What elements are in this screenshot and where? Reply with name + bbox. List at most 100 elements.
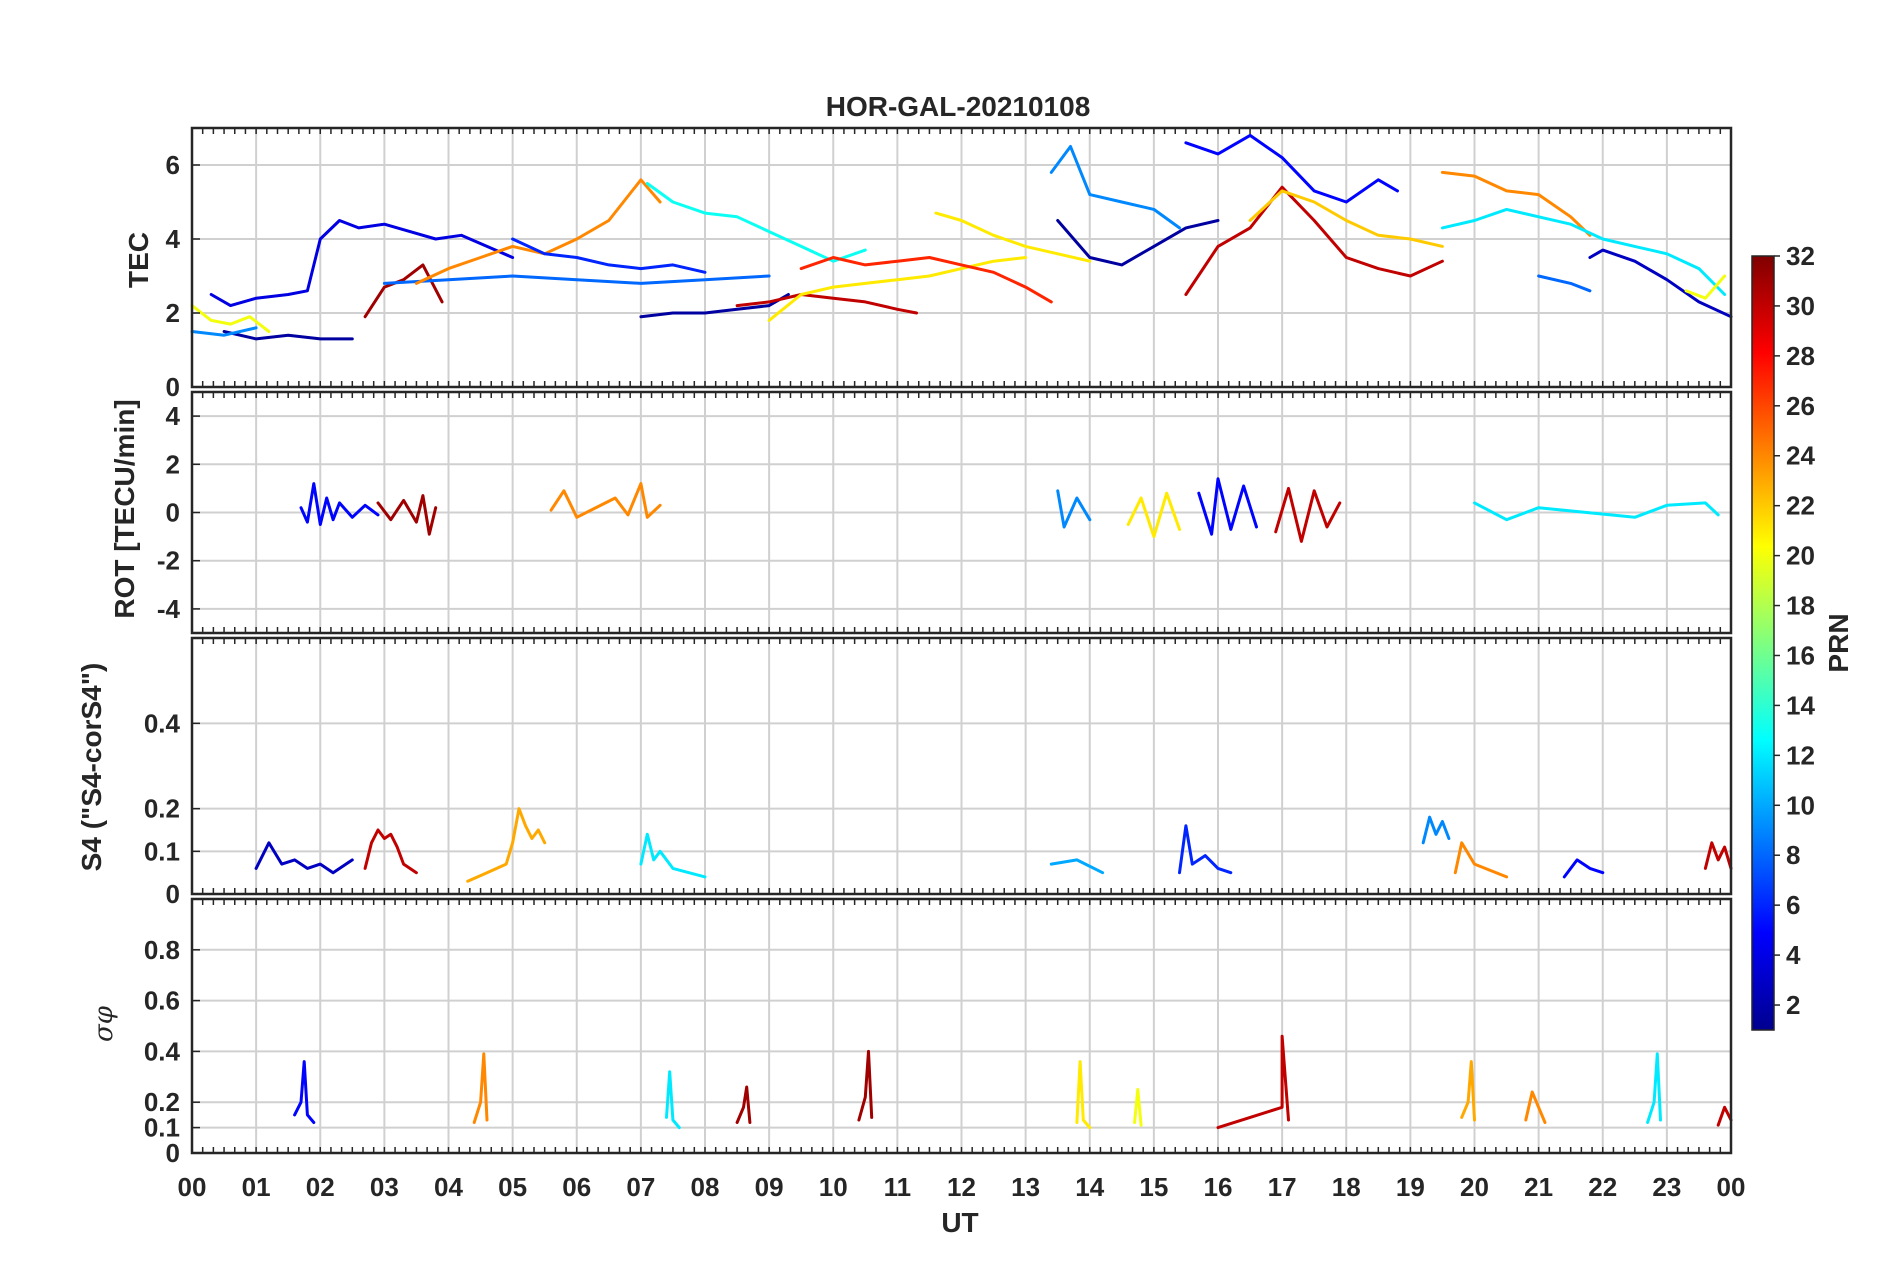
x-tick-label: 21 (1524, 1172, 1553, 1202)
colorbar (1751, 255, 1775, 1031)
sigma-series-prn-30 (1216, 1034, 1290, 1130)
s4-panel: 0 0.1 0.2 0.4 (144, 636, 1733, 909)
colorbar-tick-label: 4 (1786, 940, 1801, 970)
s4-series-prn-23 (466, 807, 547, 883)
tec-series-prn-9 (1049, 145, 1181, 230)
s4-ylabel: S4 ("S4-corS4") (76, 663, 107, 872)
s4-ytick-label: 0.4 (144, 708, 181, 738)
x-tick-label: 22 (1588, 1172, 1617, 1202)
tec-series-prn-12 (1440, 207, 1727, 296)
x-tick-label: 08 (691, 1172, 720, 1202)
colorbar-tick-label: 12 (1786, 740, 1815, 770)
colorbar-tick-label: 6 (1786, 890, 1800, 920)
tec-series-prn-20 (190, 304, 271, 333)
tec-ytick-label: 6 (166, 150, 180, 180)
tec-series-prn-30 (1184, 185, 1444, 296)
colorbar-tick-label: 18 (1786, 591, 1815, 621)
x-tick-label: 14 (1075, 1172, 1104, 1202)
x-tick-labels: 00 01 02 03 04 05 06 07 08 09 10 11 12 13 14 15 16 17 18 19… (178, 1172, 1746, 1202)
x-tick-label: 20 (1460, 1172, 1489, 1202)
s4-series-prn-6 (1178, 824, 1233, 875)
sigma-ytick-label: 0.6 (144, 986, 180, 1016)
colorbar-tick-label: 20 (1786, 541, 1815, 571)
sigma-frame (190, 897, 1733, 1155)
x-tick-label: 09 (755, 1172, 784, 1202)
x-tick-label: 16 (1204, 1172, 1233, 1202)
s4-series-prn-12 (639, 832, 707, 879)
s4-series-prn-30 (1703, 841, 1733, 870)
tec-series-prn-2 (639, 293, 790, 319)
sigma-ytick-label: 0.1 (144, 1113, 180, 1143)
tec-series-prn-8 (382, 274, 771, 285)
sigma-series-prn-24 (1524, 1090, 1547, 1124)
sigma-ytick-label: 0 (166, 1138, 180, 1168)
sigma-series-prn-30 (1716, 1105, 1733, 1127)
x-tick-label: 00 (1717, 1172, 1746, 1202)
tec-series-prn-24 (1440, 170, 1592, 237)
s4-series-prn-30 (363, 828, 418, 875)
sigma-series-prn-23 (1460, 1060, 1476, 1122)
colorbar-tick-label: 2 (1786, 990, 1800, 1020)
x-tick-label: 02 (306, 1172, 335, 1202)
tec-series-prn-9 (190, 326, 258, 337)
tec-series-prn-30 (735, 293, 919, 315)
tec-ylabel: TEC (123, 232, 154, 288)
s4-series-prn-9 (1421, 815, 1451, 845)
sigma-phi-panel: 00.10.2 0.4 0.6 0.8 (144, 897, 1733, 1168)
x-tick-label: 05 (498, 1172, 527, 1202)
x-axis-label: UT (941, 1207, 978, 1238)
tec-ytick-label: 0 (166, 372, 180, 402)
x-tick-label: 10 (819, 1172, 848, 1202)
sigma-series-prn-31 (857, 1049, 874, 1122)
x-tick-label: 23 (1652, 1172, 1681, 1202)
sigma-ytick-label: 0.2 (144, 1087, 180, 1117)
colorbar-label: PRN (1823, 613, 1854, 672)
s4-series-prn-10 (1049, 858, 1105, 875)
x-tick-label: 17 (1268, 1172, 1297, 1202)
tec-series-prn-21 (767, 256, 1028, 322)
rot-series-prn-9 (1056, 489, 1092, 529)
x-tick-label: 19 (1396, 1172, 1425, 1202)
tec-frame (190, 126, 1733, 389)
colorbar-tick-label: 10 (1786, 790, 1815, 820)
rot-series-prn-30 (1274, 486, 1342, 543)
tec-series-prn-8 (1537, 274, 1592, 293)
x-tick-label: 18 (1332, 1172, 1361, 1202)
sigma-ytick-label: 0.4 (144, 1036, 181, 1066)
x-tick-label: 01 (242, 1172, 271, 1202)
tec-series-prn-21 (934, 211, 1092, 263)
sigma-series-prn-24 (472, 1052, 489, 1124)
rot-series-prn-31 (376, 494, 438, 536)
tec-series-prn-6 (511, 237, 707, 274)
rot-series-prn-12 (1473, 501, 1720, 522)
sigma-ytick-label: 0.8 (144, 935, 180, 965)
colorbar-tick-label: 26 (1786, 391, 1815, 421)
rot-ytick-label: 4 (166, 401, 181, 431)
sigma-series-prn-12 (665, 1070, 681, 1130)
colorbar-tick-label: 30 (1786, 291, 1815, 321)
tec-series-prn-5 (1184, 133, 1399, 204)
x-tick-label: 15 (1139, 1172, 1168, 1202)
tec-series-prn-2 (1056, 219, 1220, 267)
colorbar-tick-label: 24 (1786, 441, 1815, 471)
s4-series-prn-3 (254, 841, 354, 875)
rot-ytick-label: 0 (166, 498, 180, 528)
s4-frame (190, 636, 1733, 896)
chart-title: HOR-GAL-20210108 (826, 91, 1091, 122)
tec-ytick-label: 2 (166, 298, 180, 328)
x-tick-label: 07 (626, 1172, 655, 1202)
s4-series-prn-5 (1562, 858, 1605, 879)
rot-ytick-label: -4 (157, 594, 181, 624)
tec-series-prn-20 (1684, 274, 1727, 300)
colorbar-tick-label: 22 (1786, 491, 1815, 521)
tec-ytick-label: 4 (166, 224, 181, 254)
x-tick-label: 13 (1011, 1172, 1040, 1202)
sigma-phi-ylabel: σφ (89, 1005, 119, 1042)
x-tick-label: 04 (434, 1172, 463, 1202)
rot-series-prn-5 (1197, 477, 1258, 536)
rot-series-prn-5 (299, 482, 380, 526)
x-tick-label: 03 (370, 1172, 399, 1202)
x-tick-label: 12 (947, 1172, 976, 1202)
